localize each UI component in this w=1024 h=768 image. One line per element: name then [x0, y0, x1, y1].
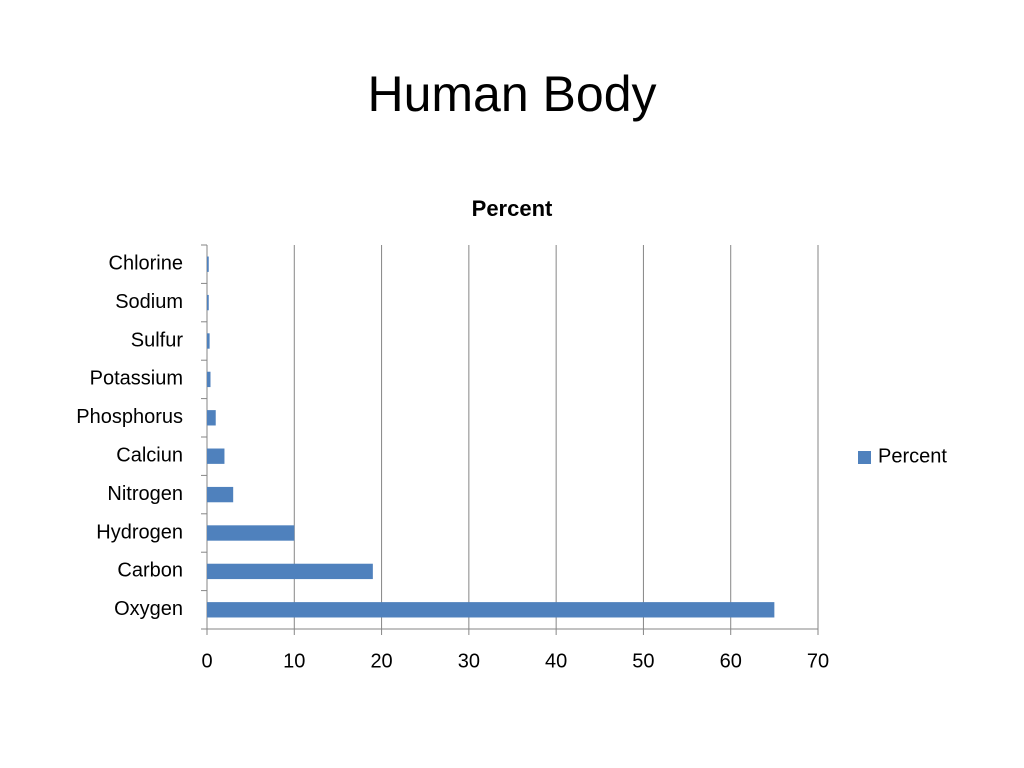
bar: [207, 256, 209, 272]
bar: [207, 525, 295, 541]
x-tick-label: 40: [545, 650, 567, 672]
bar: [207, 448, 225, 464]
y-tick-label: Calciun: [116, 444, 183, 466]
bar: [207, 294, 209, 311]
y-tick-label: Chlorine: [109, 252, 183, 274]
bar: [207, 486, 234, 503]
bar: [207, 410, 216, 426]
y-tick-label: Phosphorus: [76, 406, 183, 428]
x-tick-label: 60: [720, 650, 742, 672]
bar: [207, 371, 211, 388]
x-tick-label: 10: [283, 650, 305, 672]
slide-title: Human Body: [367, 66, 656, 122]
y-tick-label: Carbon: [117, 560, 183, 582]
chart-title: Percent: [472, 196, 553, 221]
bar: [207, 602, 775, 618]
y-tick-label: Nitrogen: [107, 483, 183, 505]
x-tick-label: 30: [458, 650, 480, 672]
y-tick-label: Sodium: [115, 291, 183, 313]
x-tick-label: 0: [201, 650, 212, 672]
y-tick-label: Sulfur: [131, 329, 184, 351]
y-tick-label: Hydrogen: [96, 521, 183, 543]
legend-swatch: [858, 451, 871, 464]
legend-label: Percent: [878, 445, 947, 467]
y-tick-label: Oxygen: [114, 598, 183, 620]
bar: [207, 563, 373, 580]
y-tick-label: Potassium: [90, 368, 183, 390]
x-tick-label: 70: [807, 650, 829, 672]
bar: [207, 333, 210, 349]
x-tick-label: 20: [370, 650, 392, 672]
x-tick-label: 50: [632, 650, 654, 672]
